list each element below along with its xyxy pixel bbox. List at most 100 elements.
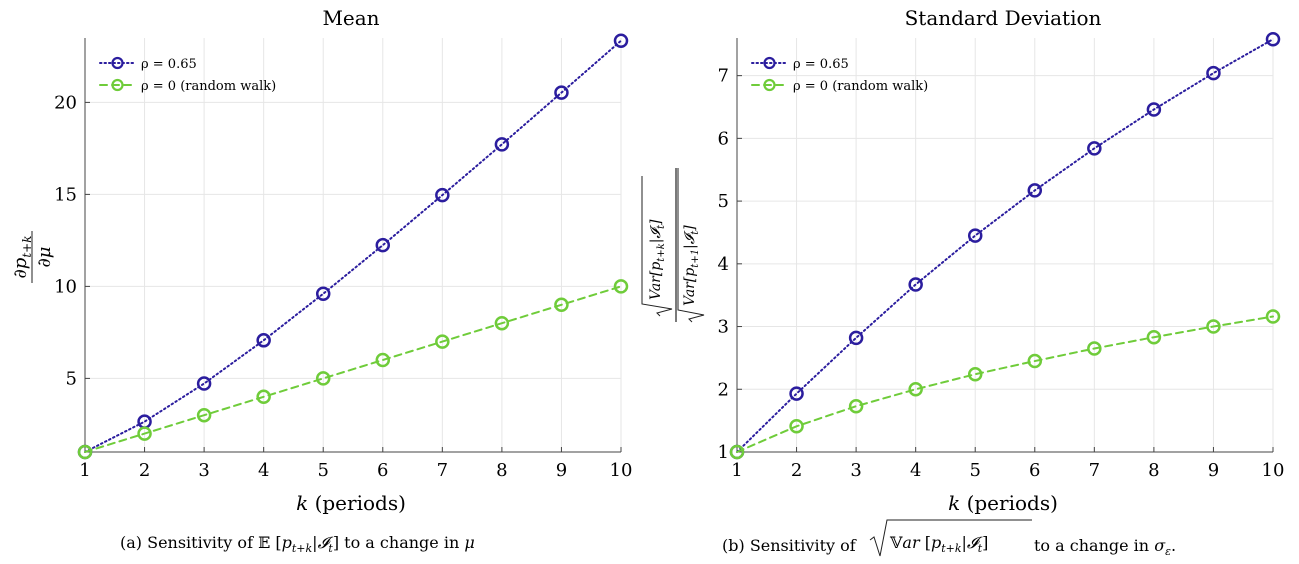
- x-tick-label: 5: [969, 460, 980, 481]
- x-tick-label: 8: [1148, 460, 1159, 481]
- chart-title: Mean: [322, 6, 379, 30]
- y-tick-label: 5: [66, 368, 77, 389]
- x-tick-label: 2: [791, 460, 802, 481]
- data-point: [137, 426, 152, 441]
- x-tick-label: 4: [258, 460, 269, 481]
- legend-label: ρ = 0.65: [793, 57, 849, 72]
- caption-b-eps: ε: [1165, 545, 1171, 558]
- x-tick-label: 3: [198, 460, 209, 481]
- caption-b-end: .: [1171, 536, 1176, 555]
- x-tick-label: 9: [1208, 460, 1219, 481]
- data-point: [967, 366, 983, 382]
- svg-text:∂pt+k: ∂pt+k: [10, 236, 34, 279]
- caption-b-post: to a change in: [1034, 536, 1154, 555]
- y-tick-label: 20: [54, 92, 77, 113]
- data-point: [494, 315, 510, 331]
- xlabel-std-dev: k (periods): [948, 491, 1058, 515]
- data-point: [77, 444, 93, 460]
- caption-a-mu: μ: [464, 533, 474, 552]
- xlabel-mean: k (periods): [296, 491, 406, 515]
- data-point: [554, 85, 569, 100]
- y-tick-label: 7: [718, 66, 729, 87]
- data-point: [848, 398, 864, 414]
- data-point: [1146, 102, 1162, 117]
- data-point: [789, 419, 804, 434]
- data-point: [1087, 341, 1102, 356]
- data-point: [256, 333, 271, 348]
- x-tick-label: 4: [910, 460, 921, 481]
- panel-std-dev: Standard Deviation 1 2 3 4 5 6 7 8 9 10 1 2 3 4 5 6 7 ρ = …: [718, 6, 1285, 481]
- data-point: [848, 330, 864, 346]
- svg-text:𝕍ar [pt+k|𝓘t]: 𝕍ar [pt+k|𝓘t]: [889, 533, 988, 555]
- data-point: [435, 187, 450, 203]
- data-point: [613, 33, 629, 49]
- data-point: [1206, 319, 1221, 334]
- y-tick-label: 1: [718, 442, 729, 463]
- data-point: [315, 371, 331, 386]
- data-point: [967, 228, 983, 243]
- data-point: [196, 407, 212, 423]
- legend-marker: [111, 78, 124, 92]
- legend-marker: [763, 78, 776, 92]
- svg-text:Var[pt+1|𝓘t]: Var[pt+1|𝓘t]: [682, 225, 701, 306]
- series-line: [84, 39, 622, 453]
- x-tick-label: 7: [437, 460, 448, 481]
- legend-marker: [111, 56, 124, 70]
- data-point: [375, 352, 391, 368]
- x-tick-label: 2: [139, 460, 150, 481]
- series-line: [84, 285, 622, 453]
- y-tick-label: 6: [718, 128, 729, 149]
- x-tick-label: 5: [317, 460, 328, 481]
- svg-text:Var[pt+k|𝓘t]: Var[pt+k|𝓘t]: [648, 219, 667, 300]
- caption-b-pre: (b) Sensitivity of: [722, 536, 857, 555]
- caption-a: (a) Sensitivity of 𝔼 [pt+k|𝓘t] to a chan…: [120, 533, 475, 555]
- x-tick-label: 1: [79, 460, 90, 481]
- legend-label: ρ = 0 (random walk): [141, 79, 276, 94]
- ylabel-mean: ∂pt+k ∂μ: [10, 231, 55, 283]
- y-tick-label: 4: [718, 254, 729, 275]
- data-point: [375, 237, 391, 253]
- legend-marker: [763, 56, 776, 70]
- x-tick-label: 6: [377, 460, 388, 481]
- svg-text:∂μ: ∂μ: [34, 246, 55, 267]
- data-point: [789, 386, 804, 401]
- x-tick-label: 8: [496, 460, 507, 481]
- xlabel-var: k: [948, 491, 960, 515]
- x-tick-label: 9: [556, 460, 567, 481]
- xlabel-var: k: [296, 491, 308, 515]
- svg-text:to a change in σε.: to a change in σε.: [1034, 536, 1176, 558]
- caption-b-sigma: σ: [1154, 536, 1166, 555]
- xlabel-rest: (periods): [960, 491, 1058, 515]
- y-tick-label: 10: [54, 276, 77, 297]
- caption-b: (b) Sensitivity of 𝕍ar [pt+k|𝓘t] to a ch…: [722, 519, 1176, 558]
- data-point: [1206, 65, 1221, 81]
- data-point: [1146, 329, 1162, 345]
- data-point: [908, 382, 923, 397]
- chart-title: Standard Deviation: [905, 6, 1102, 30]
- data-point: [1027, 353, 1043, 369]
- data-point: [554, 297, 569, 313]
- x-tick-label: 3: [850, 460, 861, 481]
- x-tick-label: 10: [1262, 460, 1285, 481]
- data-point: [1265, 309, 1281, 324]
- caption-a-E: 𝔼: [258, 533, 270, 552]
- data-point: [196, 376, 212, 391]
- series-line: [736, 38, 1274, 453]
- legend-label: ρ = 0.65: [141, 57, 197, 72]
- y-tick-label: 2: [718, 379, 729, 400]
- data-point: [908, 277, 923, 292]
- x-tick-label: 7: [1089, 460, 1100, 481]
- data-point: [256, 389, 271, 405]
- series-line: [736, 315, 1274, 453]
- legend-label: ρ = 0 (random walk): [793, 79, 928, 94]
- y-tick-label: 15: [54, 184, 77, 205]
- data-point: [1027, 183, 1043, 198]
- data-point: [1087, 141, 1102, 156]
- data-point: [729, 444, 745, 460]
- x-tick-label: 10: [610, 460, 633, 481]
- caption-a-pre: (a) Sensitivity of: [120, 533, 258, 552]
- data-point: [494, 137, 510, 152]
- ylabel-std-dev: Var[pt+k|𝓘t] Var[pt+1|𝓘t]: [641, 168, 705, 323]
- panel-mean: Mean 1 2 3 4 5 6 7 8 9 10 5 10 15 20 ρ = 0.65 ρ = 0 (ran…: [54, 6, 632, 481]
